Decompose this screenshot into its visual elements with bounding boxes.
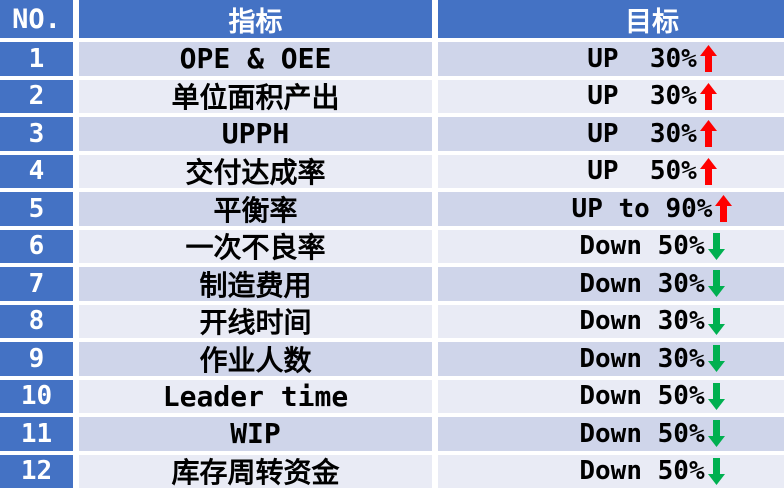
down-arrow-icon	[707, 420, 725, 448]
up-arrow-icon	[699, 157, 717, 185]
target-text: Down 30%	[579, 268, 705, 299]
target-text: UP 50%	[587, 156, 697, 187]
target-cell: Down 50%	[438, 379, 784, 413]
indicator-cell: 开线时间	[79, 304, 432, 338]
down-arrow-icon	[707, 345, 725, 373]
indicator-cell: Leader time	[79, 379, 432, 413]
target-cell: Down 30%	[438, 267, 784, 301]
row-number: 10	[0, 379, 73, 413]
target-cell: Down 30%	[438, 342, 784, 376]
down-arrow-icon	[707, 307, 725, 335]
indicator-cell: 平衡率	[79, 192, 432, 226]
row-number: 4	[0, 154, 73, 188]
target-cell: UP 30%	[438, 42, 784, 76]
indicator-cell: OPE & OEE	[79, 42, 432, 76]
indicator-cell: 一次不良率	[79, 229, 432, 263]
target-text: UP 30%	[587, 43, 697, 74]
target-text: UP to 90%	[571, 193, 713, 224]
indicator-cell: WIP	[79, 417, 432, 451]
target-cell: UP 30%	[438, 117, 784, 151]
down-arrow-icon	[707, 232, 725, 260]
up-arrow-icon	[715, 195, 733, 223]
target-text: Down 30%	[579, 306, 705, 337]
down-arrow-icon	[707, 457, 725, 485]
header-target: 目标	[438, 0, 784, 38]
row-number: 5	[0, 192, 73, 226]
row-number: 2	[0, 79, 73, 113]
up-arrow-icon	[699, 120, 717, 148]
target-text: UP 30%	[587, 118, 697, 149]
target-text: Down 50%	[579, 418, 705, 449]
down-arrow-icon	[707, 270, 725, 298]
target-cell: Down 50%	[438, 417, 784, 451]
indicator-cell: 库存周转资金	[79, 454, 432, 488]
target-text: Down 50%	[579, 456, 705, 487]
indicator-cell: 作业人数	[79, 342, 432, 376]
row-number: 8	[0, 304, 73, 338]
indicator-cell: 交付达成率	[79, 154, 432, 188]
indicator-cell: 制造费用	[79, 267, 432, 301]
row-number: 12	[0, 454, 73, 488]
row-number: 1	[0, 42, 73, 76]
row-number: 11	[0, 417, 73, 451]
row-number: 6	[0, 229, 73, 263]
row-number: 9	[0, 342, 73, 376]
up-arrow-icon	[699, 82, 717, 110]
target-cell: UP 30%	[438, 79, 784, 113]
header-indicator: 指标	[79, 0, 432, 38]
up-arrow-icon	[699, 45, 717, 73]
target-cell: Down 30%	[438, 304, 784, 338]
target-text: Down 30%	[579, 343, 705, 374]
target-cell: UP to 90%	[438, 192, 784, 226]
target-text: Down 50%	[579, 381, 705, 412]
down-arrow-icon	[707, 382, 725, 410]
row-number: 3	[0, 117, 73, 151]
target-text: Down 50%	[579, 231, 705, 262]
target-cell: Down 50%	[438, 229, 784, 263]
indicator-cell: UPPH	[79, 117, 432, 151]
target-cell: UP 50%	[438, 154, 784, 188]
target-text: UP 30%	[587, 81, 697, 112]
indicator-cell: 单位面积产出	[79, 79, 432, 113]
target-cell: Down 50%	[438, 454, 784, 488]
header-no: NO.	[0, 0, 73, 38]
row-number: 7	[0, 267, 73, 301]
